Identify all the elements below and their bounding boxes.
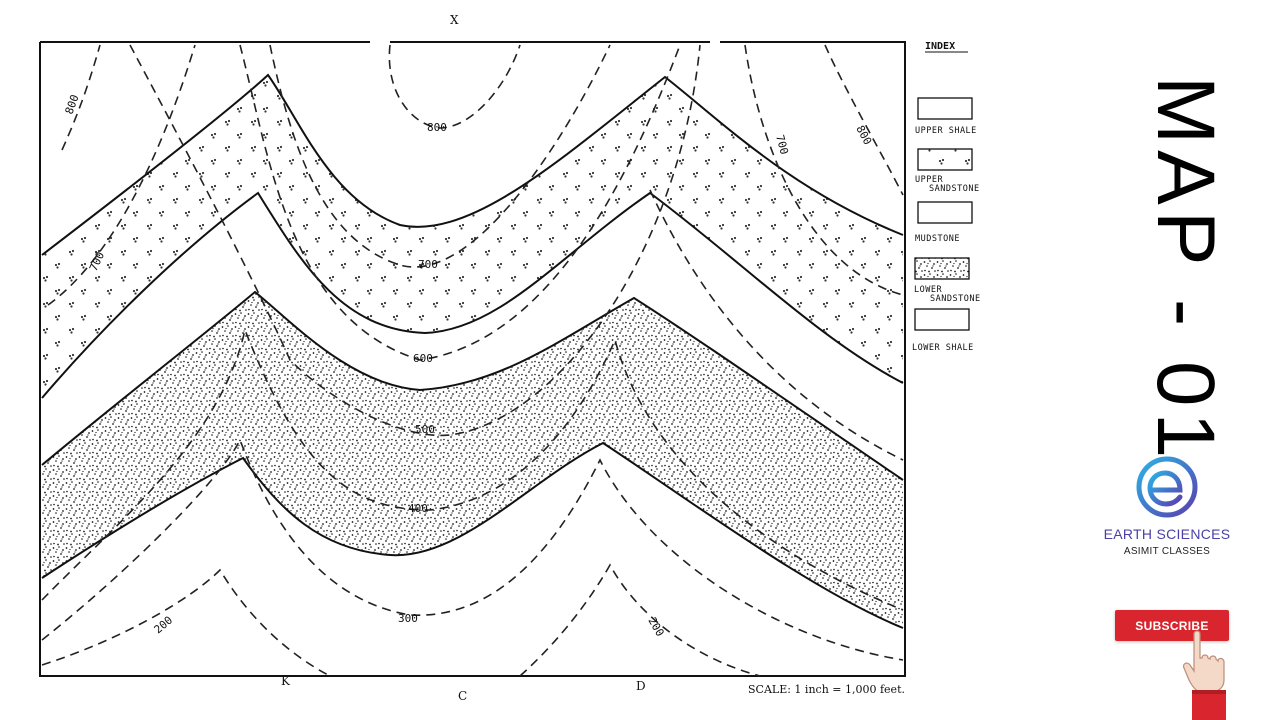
hand-pointer-icon: [1182, 630, 1226, 720]
map-title: MAP - 01: [1140, 75, 1231, 465]
legend-swatch-upper-sandstone: [917, 148, 973, 171]
legend-swatch-lower-shale: [914, 308, 970, 331]
contour-label-200-right: 200: [645, 615, 666, 639]
bottom-mark: C: [458, 689, 467, 703]
bottom-left-mark: K: [281, 674, 291, 688]
map-legend: INDEX UPPER SHALE UPPER SANDSTONE MUDSTO…: [912, 41, 981, 353]
contour-label-200-left: 200: [152, 614, 176, 637]
bottom-right-mark: D: [636, 679, 646, 693]
contour-label-400: 400: [408, 502, 428, 515]
legend-title: INDEX: [925, 41, 955, 52]
legend-label-upper-sandstone-2: SANDSTONE: [929, 184, 980, 194]
contour-700-middle: [269, 44, 611, 268]
contour-800-right: [824, 44, 904, 196]
contour-300: [41, 438, 904, 661]
contour-label-800-right: 800: [853, 123, 874, 147]
contour-label-700-right: 700: [773, 133, 791, 156]
contour-500-right: [649, 189, 904, 461]
legend-label-lower-sandstone-1: LOWER: [914, 285, 942, 295]
subscribe-button[interactable]: SUBSCRIBE: [1115, 610, 1229, 641]
contour-label-300: 300: [398, 612, 418, 625]
brand-name: EARTH SCIENCES: [1103, 526, 1231, 542]
boundary-upper-shale-upper-sandstone: [41, 73, 904, 256]
legend-label-mudstone: MUDSTONE: [915, 234, 960, 244]
brand-subtitle: ASIMIT CLASSES: [1123, 546, 1211, 557]
contour-200-left: [41, 568, 331, 677]
contour-label-700-middle: 700: [418, 258, 438, 271]
contour-600: [239, 44, 681, 361]
legend-swatch-mudstone: [917, 201, 973, 224]
boundary-upper-sandstone-mudstone: [41, 191, 904, 399]
contour-800-top: [388, 44, 521, 129]
contour-700-upper-left: [47, 44, 196, 306]
boundary-lower-sandstone-lower-shale: [41, 441, 904, 629]
contour-label-800-top: 800: [427, 121, 447, 134]
top-mark: X: [450, 13, 459, 27]
contour-200-right: [519, 563, 761, 677]
earth-sciences-logo-icon: [1136, 456, 1198, 518]
legend-label-upper-sandstone-1: UPPER: [915, 175, 943, 185]
contour-label-600: 600: [413, 352, 433, 365]
legend-swatch-upper-shale: [917, 97, 973, 120]
contour-700-right: [744, 44, 904, 296]
contour-500: [129, 44, 701, 437]
upper-sandstone-unit: [42, 75, 903, 398]
legend-label-lower-sandstone-2: SANDSTONE: [930, 294, 981, 304]
contour-label-800-left: 800: [63, 93, 82, 116]
legend-label-lower-shale: LOWER SHALE: [912, 343, 974, 353]
contour-400: [41, 327, 904, 611]
legend-swatch-lower-sandstone: [914, 257, 970, 280]
contour-label-500: 500: [415, 423, 435, 436]
map-scale: SCALE: 1 inch = 1,000 feet.: [748, 683, 905, 696]
lower-sandstone-unit: [42, 292, 903, 628]
map-frame: [39, 41, 906, 677]
legend-label-upper-shale: UPPER SHALE: [915, 126, 977, 136]
boundary-mudstone-lower-sandstone: [41, 290, 904, 481]
